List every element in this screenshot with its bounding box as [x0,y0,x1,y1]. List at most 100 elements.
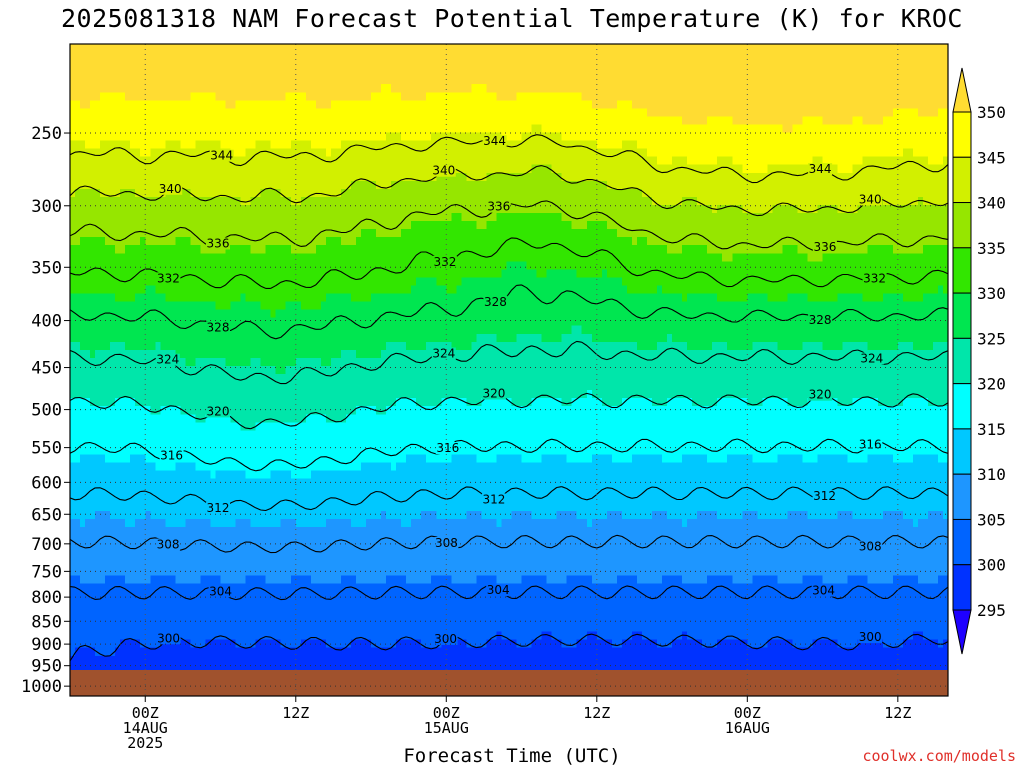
fill-cell [531,398,563,407]
contour-label-bg [858,540,883,553]
fill-cell [340,575,357,584]
fill-cell [857,205,948,214]
contour-label-304: 304 [209,584,232,598]
plot-area: 300 300 300 304 304 304 308 308 308 312 312 312 316 3… [70,44,948,696]
fill-cell [621,277,948,286]
contour-label-bg [811,584,836,597]
fill-cell [576,269,603,278]
fill-cell [682,631,688,641]
colorbar-label: 340 [977,194,1006,213]
fill-cell [85,518,126,528]
fill-cell [200,575,222,584]
fill-cell [652,510,668,520]
fill-cell [411,285,447,295]
fill-cell [571,325,583,335]
fill-cell [70,510,96,520]
fill-cell [371,92,402,101]
x-tick-label: 12Z [282,704,309,722]
fill-cell [797,205,819,214]
grid-lines [70,44,948,696]
fill-cell [391,462,397,472]
fill-cell [225,100,237,109]
fill-cell [135,293,166,303]
fill-cell [320,301,948,311]
fill-cell [70,277,417,286]
fill-cell [160,341,387,351]
fill-cell [917,108,939,117]
contour-label-bg [158,182,183,195]
fill-cell [230,414,307,423]
fill-cell [882,116,948,125]
fill-cell [100,92,126,101]
fill-cell [496,575,523,584]
fill-cell [782,124,793,134]
fill-cell [611,454,633,464]
fill-cell [90,398,116,407]
fill-cell [647,148,904,158]
fill-cell [70,92,101,101]
fill-cell [571,398,603,407]
fill-cell [70,116,683,125]
fill-cell [456,285,628,295]
y-tick-label: 1000 [21,677,62,697]
fill-cell [190,92,217,101]
colorbar-label: 310 [977,465,1006,484]
colorbar: 350 345 340 335 330 325 320 315 310 305 300 295 [952,67,1006,655]
fill-cell [290,140,312,150]
fill-cell [943,285,948,295]
fill-cell [70,325,573,335]
fill-cell [386,510,422,520]
colorbar-label: 335 [977,239,1006,258]
fill-cell [125,518,136,528]
x-tick-label: 16AUG [725,719,770,737]
fill-cell [938,108,948,117]
fill-cell [672,639,703,649]
fill-cell [325,293,352,303]
fill-cell [516,639,533,649]
colorbar-box [952,247,972,294]
colorbar-box [952,518,972,566]
fill-cell [330,357,948,367]
fill-cell [742,205,773,214]
fill-cell [621,140,638,150]
fill-cell [742,164,768,174]
fill-cell [215,92,287,101]
fill-cell [927,398,948,407]
fill-cell [631,631,643,641]
fill-cell [185,518,212,528]
contour-label-bg [481,387,506,400]
fill-cell [892,575,919,584]
fill-cell [265,575,292,584]
fill-cell [105,454,131,464]
fill-cell [295,518,327,528]
fill-cell [922,196,948,206]
fill-cell [902,148,914,158]
fill-cell [817,205,839,214]
fill-cell [561,213,948,222]
fill-cell [70,599,948,608]
fill-cell [260,301,287,311]
fill-cell [295,357,322,367]
fill-cell [591,518,683,528]
colorbar-box [952,337,972,385]
contour-label-316: 316 [160,448,183,462]
fill-cell [938,454,948,464]
fill-cell [180,140,197,150]
fill-cell [235,518,252,528]
fill-cell [70,535,948,544]
fill-cell [667,510,698,520]
fill-cell [250,196,292,206]
fill-cell [662,454,683,464]
colorbar-box [952,473,972,520]
fill-cell [892,245,924,254]
fill-cell [912,518,919,528]
fill-cell [315,100,332,109]
colorbar-box [952,292,972,339]
x-tick-label: 12Z [583,704,610,722]
fill-cell [190,237,327,246]
fill-cell [75,647,96,657]
fill-cell [280,518,297,528]
fill-cell [917,518,948,528]
fill-cell [842,341,869,351]
fill-cell [938,575,948,584]
